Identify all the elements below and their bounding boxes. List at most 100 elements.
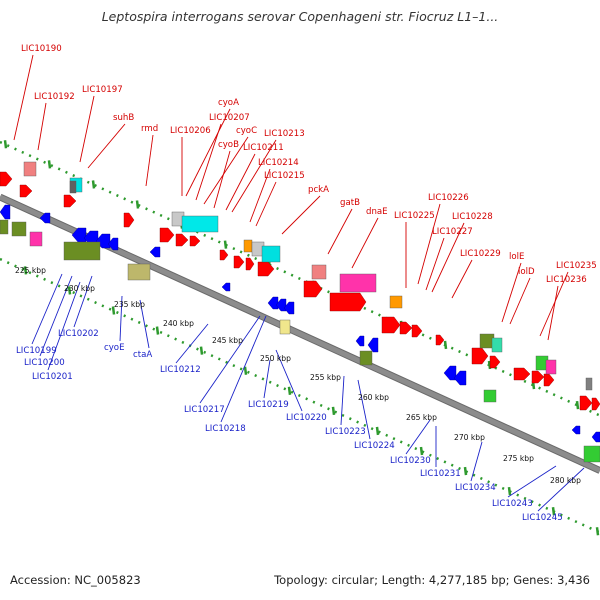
gene-label: ctaA: [133, 350, 152, 360]
scale-label: 230 kbp: [64, 284, 95, 293]
gene-label: LIC10214: [258, 158, 299, 168]
scale-label: 240 kbp: [163, 319, 194, 328]
gene-label: cyoB: [218, 140, 239, 150]
leader-line: [119, 295, 123, 342]
forward-gene-arrow: [63, 194, 77, 208]
gene-label: dnaE: [366, 207, 388, 217]
leader-line: [351, 217, 379, 269]
gene-label: pckA: [308, 185, 329, 195]
gene-label: LIC10230: [390, 456, 431, 466]
map-title: Leptospira interrogans serovar Copenhage…: [101, 9, 499, 24]
leader-line: [470, 441, 483, 482]
lower-dotted-line: [0, 257, 600, 534]
leader-line: [501, 262, 522, 323]
gene-label: LIC10225: [394, 211, 435, 221]
reverse-gene-arrow: [591, 431, 600, 443]
gene-feature-box: [311, 264, 327, 280]
leader-line: [213, 150, 231, 209]
forward-gene-arrow: [245, 257, 255, 271]
gene-label: lolD: [518, 267, 535, 277]
gene-label: LIC10236: [546, 275, 587, 285]
gene-label: LIC10211: [243, 143, 284, 153]
leader-line: [13, 54, 34, 141]
leader-line: [507, 465, 557, 498]
leader-line: [451, 259, 473, 299]
reverse-gene-arrow: [355, 335, 365, 347]
forward-gene-arrow: [303, 280, 323, 298]
leader-line: [263, 359, 271, 399]
forward-gene-arrow: [411, 324, 423, 338]
leader-line: [425, 237, 445, 291]
gene-feature-box: [585, 377, 593, 391]
forward-gene-arrow: [219, 249, 229, 261]
leader-line: [417, 203, 441, 285]
leader-line: [225, 153, 256, 211]
gene-label: LIC10227: [432, 227, 473, 237]
leader-line: [37, 102, 47, 151]
leader-line: [47, 281, 81, 371]
scale-label: 275 kbp: [503, 454, 534, 463]
gene-feature-box: [261, 245, 281, 263]
leader-line: [547, 285, 559, 341]
forward-gene-arrow: [381, 316, 401, 334]
gene-label: rmd: [141, 124, 158, 134]
gene-feature-box: [583, 445, 600, 463]
lower-tick: [507, 486, 512, 496]
gene-label: LIC10207: [209, 113, 250, 123]
forward-gene-arrow: [489, 355, 501, 369]
forward-gene-arrow: [0, 171, 13, 187]
topology-summary: Topology: circular; Length: 4,277,185 bp…: [274, 573, 590, 587]
gene-label: LIC10245: [522, 513, 563, 523]
gene-feature-box: [389, 295, 403, 309]
forward-gene-arrow: [435, 334, 445, 346]
scale-labels: 225 kbp 230 kbp 235 kbp 240 kbp 245 kbp 250 k…: [15, 266, 581, 485]
gene-label: LIC10235: [556, 261, 597, 271]
leader-line: [231, 139, 277, 213]
reverse-gene-arrow: [283, 301, 295, 315]
forward-gene-arrow: [543, 373, 555, 387]
scale-label: 280 kbp: [550, 476, 581, 485]
scale-label: 255 kbp: [310, 373, 341, 382]
scale-label: 260 kbp: [358, 393, 389, 402]
forward-gene-arrow: [591, 397, 600, 411]
forward-gene-arrow: [123, 212, 135, 228]
gene-label: LIC10213: [264, 129, 305, 139]
reverse-gene-arrow: [107, 237, 119, 251]
scale-label: 265 kbp: [406, 413, 437, 422]
gene-label: cyoC: [236, 126, 257, 136]
gene-feature-box: [545, 359, 557, 375]
gene-label: LIC10234: [455, 483, 496, 493]
scale-label: 250 kbp: [260, 354, 291, 363]
gene-label: LIC10220: [286, 413, 327, 423]
gene-label: LIC10217: [184, 405, 225, 415]
forward-gene-arrow: [531, 370, 545, 384]
lower-tick: [111, 306, 116, 315]
lower-tick: [375, 426, 380, 436]
gene-feature-box: [0, 219, 9, 235]
scale-label: 245 kbp: [212, 336, 243, 345]
forward-gene-arrow: [19, 184, 33, 198]
reverse-gene-arrow: [267, 296, 279, 310]
forward-gene-arrow: [175, 233, 189, 247]
gene-label: cyoA: [218, 98, 239, 108]
gene-feature-box: [243, 239, 253, 253]
leader-line: [195, 123, 222, 201]
reverse-gene-arrow: [453, 370, 467, 386]
gene-label: LIC10226: [428, 193, 469, 203]
lower-tick: [551, 507, 556, 516]
leader-line: [537, 467, 585, 512]
gene-label: LIC10201: [32, 372, 73, 382]
leader-line: [431, 222, 465, 293]
label-leader-lines: [13, 54, 585, 512]
lower-tick: [23, 266, 28, 275]
gene-label: LIC10224: [354, 441, 395, 451]
upper-tick: [223, 240, 228, 249]
upper-tick: [47, 160, 52, 169]
lower-tick: [595, 527, 600, 536]
gene-feature-box: [69, 180, 77, 194]
gene-feature-box: [23, 161, 37, 177]
leader-line: [145, 134, 154, 187]
gene-label: LIC10197: [82, 85, 123, 95]
gene-label: LIC10202: [58, 329, 99, 339]
gene-label: LIC10229: [460, 249, 501, 259]
